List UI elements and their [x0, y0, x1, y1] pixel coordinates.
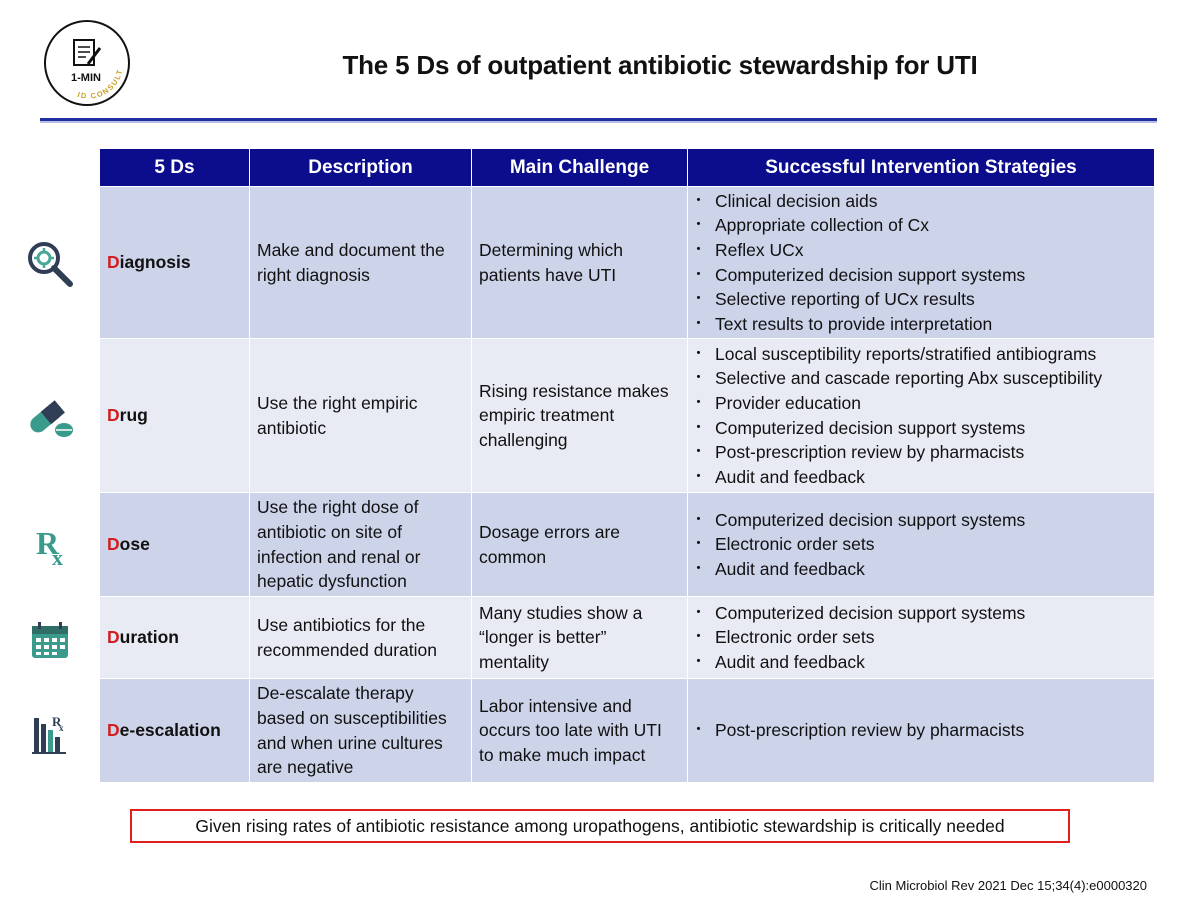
table-row: Dose Use the right dose of antibiotic on…	[99, 492, 1155, 597]
page-title: The 5 Ds of outpatient antibiotic stewar…	[342, 50, 978, 80]
descending-bars-rx-icon: R x	[22, 704, 78, 760]
d-name-rest: iagnosis	[119, 252, 191, 273]
strategy-item: Computerized decision support systems	[691, 601, 1147, 626]
challenge-cell: Labor intensive and occurs too late with…	[471, 678, 688, 783]
description-cell: Use the right dose of antibiotic on site…	[249, 492, 472, 597]
challenge-cell: Many studies show a “longer is better” m…	[471, 596, 688, 679]
header-5ds: 5 Ds	[99, 148, 250, 187]
strategy-item: Selective and cascade reporting Abx susc…	[691, 366, 1147, 391]
d-name-rest: uration	[119, 627, 179, 648]
d-name-rest: rug	[119, 405, 148, 426]
strategy-item: Computerized decision support systems	[691, 508, 1147, 533]
strategy-item: Text results to provide interpretation	[691, 312, 1147, 337]
strategy-item: Appropriate collection of Cx	[691, 213, 1147, 238]
d-first-letter: D	[107, 627, 120, 648]
strategy-item: Audit and feedback	[691, 465, 1147, 490]
challenge-cell: Determining which patients have UTI	[471, 186, 688, 339]
challenge-cell: Dosage errors are common	[471, 492, 688, 597]
strategies-list: Local susceptibility reports/stratified …	[691, 342, 1147, 490]
strategies-cell: Computerized decision support systems El…	[687, 596, 1155, 679]
strategy-item: Provider education	[691, 391, 1147, 416]
five-ds-table: 5 Ds Description Main Challenge Successf…	[99, 148, 1155, 783]
description-cell: Make and document the right diagnosis	[249, 186, 472, 339]
key-message-box: Given rising rates of antibiotic resista…	[130, 809, 1070, 843]
strategy-item: Electronic order sets	[691, 532, 1147, 557]
strategy-item: Electronic order sets	[691, 625, 1147, 650]
logo-label: 1-MIN	[71, 72, 101, 84]
table-row: Duration Use antibiotics for the recomme…	[99, 596, 1155, 679]
strategy-item: Selective reporting of UCx results	[691, 287, 1147, 312]
one-min-id-consult-logo: 1-MIN ID CONSULT	[42, 18, 132, 108]
rx-glyph: R	[36, 525, 60, 561]
logo-badge-icon: 1-MIN ID CONSULT	[44, 20, 130, 106]
d-name-rest: ose	[119, 534, 150, 555]
strategies-cell: Computerized decision support systems El…	[687, 492, 1155, 597]
strategy-item: Post-prescription review by pharmacists	[691, 440, 1147, 465]
strategy-item: Computerized decision support systems	[691, 263, 1147, 288]
d-name-cell: Drug	[99, 338, 250, 493]
strategy-item: Reflex UCx	[691, 238, 1147, 263]
strategy-item: Clinical decision aids	[691, 189, 1147, 214]
strategies-list: Computerized decision support systems El…	[691, 508, 1147, 582]
title-divider	[40, 118, 1157, 121]
strategies-cell: Clinical decision aids Appropriate colle…	[687, 186, 1155, 339]
d-first-letter: D	[107, 534, 120, 555]
header-main-challenge: Main Challenge	[471, 148, 688, 187]
small-rx-glyph: R	[52, 714, 62, 729]
challenge-cell: Rising resistance makes empiric treatmen…	[471, 338, 688, 493]
description-cell: De-escalate therapy based on susceptibil…	[249, 678, 472, 783]
d-name-cell: Dose	[99, 492, 250, 597]
header-strategies: Successful Intervention Strategies	[687, 148, 1155, 187]
d-name-cell: Diagnosis	[99, 186, 250, 339]
d-name-cell: De-escalation	[99, 678, 250, 783]
d-first-letter: D	[107, 405, 120, 426]
strategies-list: Post-prescription review by pharmacists	[691, 718, 1147, 743]
description-cell: Use the right empiric antibiotic	[249, 338, 472, 493]
d-name-cell: Duration	[99, 596, 250, 679]
magnifier-gear-icon	[22, 236, 78, 292]
strategies-list: Computerized decision support systems El…	[691, 601, 1147, 675]
title-divider-shadow	[40, 121, 1157, 123]
d-name-rest: e-escalation	[119, 720, 221, 741]
rx-subscript: x	[52, 545, 63, 570]
table-row: De-escalation De-escalate therapy based …	[99, 678, 1155, 783]
citation: Clin Microbiol Rev 2021 Dec 15;34(4):e00…	[869, 878, 1148, 893]
small-rx-subscript: x	[59, 723, 64, 733]
strategy-item: Audit and feedback	[691, 650, 1147, 675]
pill-capsule-icon	[22, 390, 78, 446]
strategy-item: Post-prescription review by pharmacists	[691, 718, 1147, 743]
description-cell: Use antibiotics for the recommended dura…	[249, 596, 472, 679]
d-first-letter: D	[107, 720, 120, 741]
strategies-list: Clinical decision aids Appropriate colle…	[691, 189, 1147, 337]
strategy-item: Local susceptibility reports/stratified …	[691, 342, 1147, 367]
strategies-cell: Post-prescription review by pharmacists	[687, 678, 1155, 783]
strategy-item: Audit and feedback	[691, 557, 1147, 582]
d-first-letter: D	[107, 252, 120, 273]
table-header-row: 5 Ds Description Main Challenge Successf…	[99, 148, 1155, 187]
calendar-icon	[22, 612, 78, 668]
strategy-item: Computerized decision support systems	[691, 416, 1147, 441]
table-row: Diagnosis Make and document the right di…	[99, 186, 1155, 339]
header-description: Description	[249, 148, 472, 187]
rx-symbol-icon: R x	[22, 518, 78, 574]
table-row: Drug Use the right empiric antibiotic Ri…	[99, 338, 1155, 493]
strategies-cell: Local susceptibility reports/stratified …	[687, 338, 1155, 493]
